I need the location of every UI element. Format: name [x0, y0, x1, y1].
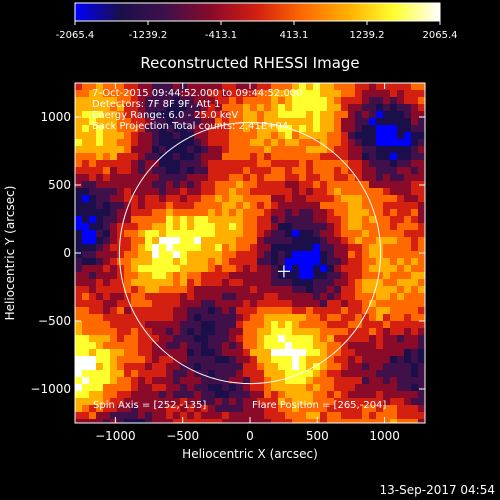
colorbar — [74, 2, 441, 22]
colorbar-tick-label: -413.1 — [205, 30, 237, 41]
x-tick-label: −500 — [166, 429, 199, 443]
spin-axis-crosshair-icon — [277, 265, 290, 278]
x-axis-label: Heliocentric X (arcsec) — [182, 447, 318, 461]
heatmap-image — [75, 83, 425, 423]
annotation-time: 7-Oct-2015 09:44:52.000 to 09:44:52.000 — [92, 88, 303, 99]
annotation-detectors: Detectors: 7F 8F 9F, Att 1 — [92, 99, 220, 110]
y-tick-label: −1000 — [30, 382, 71, 396]
y-tick-label: −500 — [38, 314, 71, 328]
colorbar-tick-label: 413.1 — [280, 30, 309, 41]
solar-limb-circle — [118, 121, 382, 385]
colorbar-tick-label: 2065.4 — [423, 30, 458, 41]
spin-axis-label: Spin Axis = [252,-135] — [93, 400, 206, 411]
colorbar-tick-label: -1239.2 — [129, 30, 168, 41]
annotation-energy: Energy Range: 6.0 - 25.0 keV — [92, 110, 238, 121]
y-tick-label: 1000 — [40, 110, 71, 124]
flare-position-label: Flare Position = [265,-204] — [252, 400, 386, 411]
y-axis-label: Heliocentric Y (arcsec) — [3, 186, 17, 321]
footer-timestamp: 13-Sep-2017 04:54 — [380, 483, 495, 497]
x-tick-label: 0 — [246, 429, 254, 443]
colorbar-tick-label: 1239.2 — [349, 30, 384, 41]
x-tick-label: −1000 — [95, 429, 136, 443]
colorbar-tick-label: -2065.4 — [56, 30, 95, 41]
x-axis-ticks: −1000 −500 0 500 1000 — [95, 83, 400, 443]
chart-title: Reconstructed RHESSI Image — [140, 54, 359, 72]
x-tick-label: 1000 — [369, 429, 400, 443]
y-axis-ticks: 1000 500 0 −500 −1000 — [30, 110, 425, 396]
annotation-method-counts: Back Projection Total counts: 2.41E+04 — [92, 121, 288, 132]
y-tick-label: 500 — [48, 178, 71, 192]
colorbar-ticks: -2065.4 -1239.2 -413.1 413.1 1239.2 2065.4 — [56, 21, 458, 41]
x-tick-label: 500 — [306, 429, 329, 443]
y-tick-label: 0 — [63, 246, 71, 260]
